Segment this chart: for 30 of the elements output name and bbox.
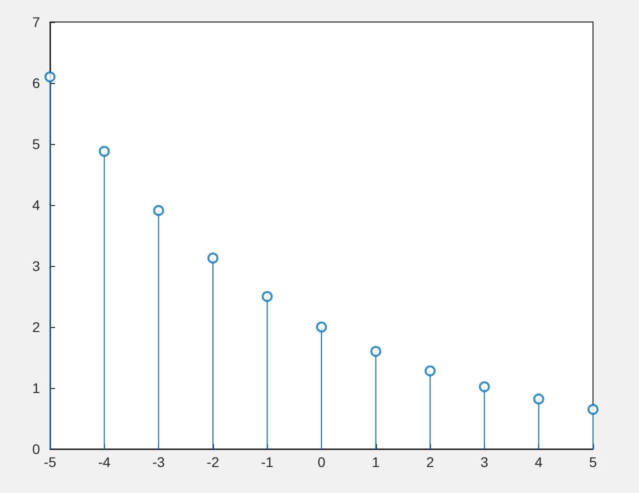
x-tick-label: -1 bbox=[260, 454, 274, 470]
y-tick-label: 0 bbox=[32, 441, 40, 457]
x-tick-label: -2 bbox=[206, 454, 220, 470]
point bbox=[588, 404, 598, 415]
x-tick-label: 0 bbox=[318, 454, 326, 470]
x-tick-label: 4 bbox=[534, 454, 543, 470]
point bbox=[98, 146, 110, 157]
x-tick-label: 1 bbox=[372, 454, 380, 470]
y-tick-label: 1 bbox=[32, 380, 40, 396]
point bbox=[424, 365, 436, 376]
y-tick-label: 6 bbox=[32, 75, 40, 91]
point bbox=[262, 291, 273, 302]
point bbox=[207, 252, 218, 264]
point bbox=[316, 322, 327, 332]
point bbox=[478, 381, 490, 392]
point bbox=[153, 204, 164, 216]
x-tick-label: -3 bbox=[152, 454, 166, 470]
x-tick-label: 3 bbox=[480, 454, 488, 470]
x-tick-label: 2 bbox=[426, 454, 434, 470]
point bbox=[533, 393, 544, 404]
y-tick-label: 3 bbox=[32, 258, 40, 274]
x-tick-label: -4 bbox=[98, 454, 111, 470]
point bbox=[370, 346, 382, 357]
y-tick-label: 4 bbox=[32, 197, 40, 213]
y-tick-label: 7 bbox=[32, 14, 40, 30]
point bbox=[44, 71, 56, 82]
x-tick-label: 5 bbox=[589, 454, 598, 470]
x-tick-label: -5 bbox=[44, 454, 56, 470]
y-tick-label: 2 bbox=[32, 319, 40, 335]
y-tick-label: 5 bbox=[32, 136, 40, 152]
